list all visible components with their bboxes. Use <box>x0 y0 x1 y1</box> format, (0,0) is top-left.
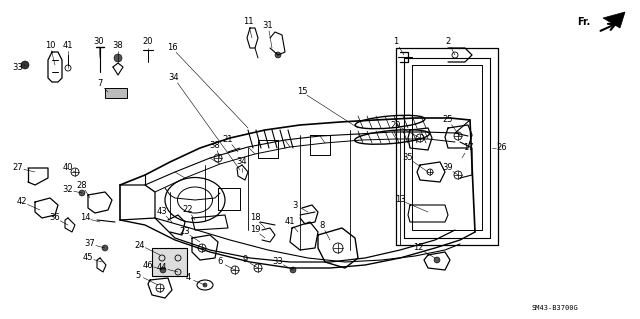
Circle shape <box>203 283 207 287</box>
Polygon shape <box>603 12 625 28</box>
Circle shape <box>114 54 122 62</box>
Text: 1: 1 <box>394 38 399 47</box>
Text: SM43-B3700G: SM43-B3700G <box>532 305 579 311</box>
Text: 2: 2 <box>445 38 451 47</box>
FancyBboxPatch shape <box>105 88 127 98</box>
Text: 33: 33 <box>13 63 24 71</box>
Text: 30: 30 <box>93 38 104 47</box>
Text: 8: 8 <box>319 220 324 229</box>
Text: 38: 38 <box>210 140 220 150</box>
Text: 28: 28 <box>77 181 87 189</box>
Text: 6: 6 <box>218 257 223 266</box>
FancyBboxPatch shape <box>152 248 187 276</box>
Text: 35: 35 <box>403 153 413 162</box>
Text: 27: 27 <box>13 164 23 173</box>
Text: 18: 18 <box>250 213 260 222</box>
Text: 20: 20 <box>143 38 153 47</box>
Text: Fr.: Fr. <box>577 17 590 27</box>
Text: 43: 43 <box>157 207 167 217</box>
Circle shape <box>79 190 85 196</box>
Text: 15: 15 <box>297 87 307 97</box>
Text: 41: 41 <box>285 218 295 226</box>
Circle shape <box>21 61 29 69</box>
Text: 31: 31 <box>262 20 273 29</box>
Text: 33: 33 <box>273 257 284 266</box>
Text: 38: 38 <box>113 41 124 49</box>
Text: 32: 32 <box>63 186 74 195</box>
Text: 14: 14 <box>80 213 90 222</box>
Text: 12: 12 <box>413 243 423 253</box>
Text: 36: 36 <box>50 213 60 222</box>
Text: 10: 10 <box>45 41 55 49</box>
Text: 3: 3 <box>292 201 298 210</box>
Text: 25: 25 <box>443 115 453 124</box>
Text: 11: 11 <box>243 18 253 26</box>
Text: 26: 26 <box>497 144 508 152</box>
Circle shape <box>275 52 281 58</box>
Text: 7: 7 <box>97 79 102 88</box>
Text: 13: 13 <box>395 196 405 204</box>
Text: 23: 23 <box>180 227 190 236</box>
Text: 40: 40 <box>63 164 73 173</box>
Text: 45: 45 <box>83 254 93 263</box>
Text: 34: 34 <box>237 158 247 167</box>
Text: 19: 19 <box>250 226 260 234</box>
Text: 22: 22 <box>183 205 193 214</box>
Circle shape <box>102 245 108 251</box>
Text: 42: 42 <box>17 197 28 206</box>
Text: 5: 5 <box>136 271 141 279</box>
Text: 4: 4 <box>186 273 191 283</box>
Text: 37: 37 <box>84 240 95 249</box>
Text: 44: 44 <box>157 263 167 272</box>
Text: 17: 17 <box>463 144 474 152</box>
Circle shape <box>290 267 296 273</box>
Text: 29: 29 <box>391 121 401 130</box>
Text: 46: 46 <box>143 261 154 270</box>
Text: 9: 9 <box>243 256 248 264</box>
Circle shape <box>434 257 440 263</box>
Text: 39: 39 <box>443 164 453 173</box>
Text: 41: 41 <box>63 41 73 49</box>
Text: 34: 34 <box>169 73 179 83</box>
Text: 24: 24 <box>135 241 145 249</box>
Text: 21: 21 <box>223 136 233 145</box>
Circle shape <box>160 267 166 273</box>
Text: 16: 16 <box>166 43 177 53</box>
